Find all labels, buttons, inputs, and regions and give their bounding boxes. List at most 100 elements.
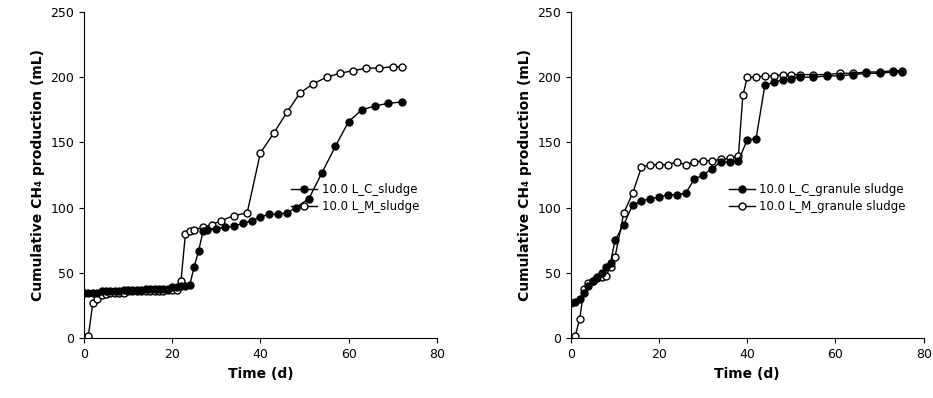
10.0 L_M_granule sludge bbox=[596, 275, 607, 279]
10.0 L_C_granule sludge bbox=[698, 173, 709, 178]
10.0 L_C_granule sludge bbox=[596, 271, 607, 275]
10.0 L_M_sludge bbox=[140, 289, 151, 294]
10.0 L_M_sludge bbox=[153, 289, 164, 294]
X-axis label: Time (d): Time (d) bbox=[715, 367, 780, 380]
10.0 L_M_sludge bbox=[145, 289, 156, 294]
10.0 L_C_sludge bbox=[281, 211, 292, 215]
10.0 L_C_granule sludge bbox=[592, 275, 603, 279]
10.0 L_C_sludge bbox=[180, 284, 191, 289]
10.0 L_C_granule sludge bbox=[605, 260, 616, 265]
10.0 L_M_sludge bbox=[162, 288, 174, 293]
10.0 L_M_sludge bbox=[101, 291, 112, 296]
10.0 L_C_granule sludge bbox=[887, 70, 898, 74]
10.0 L_C_sludge bbox=[104, 289, 116, 294]
10.0 L_C_sludge bbox=[229, 224, 240, 228]
10.0 L_C_granule sludge bbox=[732, 158, 744, 163]
10.0 L_C_sludge bbox=[87, 290, 98, 295]
10.0 L_M_granule sludge bbox=[777, 72, 788, 77]
10.0 L_C_sludge bbox=[91, 290, 103, 295]
10.0 L_M_granule sludge bbox=[645, 162, 656, 167]
10.0 L_C_sludge bbox=[255, 215, 266, 219]
10.0 L_M_sludge bbox=[135, 289, 146, 294]
10.0 L_M_sludge bbox=[122, 289, 133, 294]
Line: 10.0 L_M_granule sludge: 10.0 L_M_granule sludge bbox=[567, 67, 905, 342]
X-axis label: Time (d): Time (d) bbox=[228, 367, 293, 380]
10.0 L_C_granule sludge bbox=[795, 75, 806, 80]
10.0 L_M_granule sludge bbox=[653, 162, 664, 167]
10.0 L_M_sludge bbox=[255, 150, 266, 155]
10.0 L_C_sludge bbox=[96, 289, 107, 294]
10.0 L_C_granule sludge bbox=[574, 297, 585, 302]
10.0 L_C_granule sludge bbox=[635, 199, 647, 204]
10.0 L_C_granule sludge bbox=[565, 300, 577, 305]
10.0 L_M_granule sludge bbox=[768, 74, 779, 78]
10.0 L_C_granule sludge bbox=[847, 72, 858, 77]
10.0 L_C_granule sludge bbox=[689, 177, 700, 181]
10.0 L_C_granule sludge bbox=[570, 299, 581, 304]
10.0 L_C_sludge bbox=[175, 284, 187, 289]
10.0 L_M_sludge bbox=[109, 290, 120, 295]
10.0 L_M_granule sludge bbox=[786, 72, 797, 77]
10.0 L_M_sludge bbox=[308, 81, 319, 86]
10.0 L_M_granule sludge bbox=[587, 279, 598, 283]
10.0 L_C_granule sludge bbox=[808, 75, 819, 80]
10.0 L_M_granule sludge bbox=[861, 70, 872, 74]
10.0 L_C_granule sludge bbox=[680, 191, 691, 196]
10.0 L_C_sludge bbox=[237, 221, 248, 226]
10.0 L_M_sludge bbox=[78, 336, 90, 341]
10.0 L_M_granule sludge bbox=[680, 162, 691, 167]
10.0 L_M_sludge bbox=[184, 229, 195, 234]
10.0 L_C_granule sludge bbox=[706, 166, 717, 171]
10.0 L_C_sludge bbox=[246, 219, 258, 223]
10.0 L_C_granule sludge bbox=[601, 264, 612, 269]
10.0 L_M_granule sludge bbox=[795, 72, 806, 77]
10.0 L_C_sludge bbox=[184, 283, 195, 287]
10.0 L_M_granule sludge bbox=[732, 153, 744, 158]
10.0 L_C_sludge bbox=[202, 228, 213, 232]
10.0 L_M_sludge bbox=[175, 279, 187, 283]
10.0 L_C_sludge bbox=[153, 286, 164, 291]
Line: 10.0 L_M_sludge: 10.0 L_M_sludge bbox=[80, 63, 405, 342]
10.0 L_M_sludge bbox=[167, 288, 178, 293]
10.0 L_M_sludge bbox=[242, 211, 253, 215]
10.0 L_M_granule sludge bbox=[671, 160, 682, 164]
10.0 L_M_granule sludge bbox=[821, 72, 832, 77]
10.0 L_M_granule sludge bbox=[570, 333, 581, 338]
10.0 L_M_granule sludge bbox=[609, 255, 620, 260]
10.0 L_C_sludge bbox=[132, 288, 143, 293]
10.0 L_M_sludge bbox=[216, 219, 227, 223]
10.0 L_C_sludge bbox=[78, 290, 90, 295]
Y-axis label: Cumulative CH₄ production (mL): Cumulative CH₄ production (mL) bbox=[518, 49, 532, 301]
10.0 L_M_sludge bbox=[198, 225, 209, 230]
Legend: 10.0 L_C_granule sludge, 10.0 L_M_granule sludge: 10.0 L_C_granule sludge, 10.0 L_M_granul… bbox=[724, 178, 911, 218]
10.0 L_M_granule sludge bbox=[716, 157, 727, 162]
10.0 L_C_granule sludge bbox=[724, 160, 735, 164]
10.0 L_M_sludge bbox=[180, 232, 191, 236]
10.0 L_C_sludge bbox=[158, 286, 169, 291]
10.0 L_C_granule sludge bbox=[834, 74, 845, 78]
10.0 L_M_sludge bbox=[229, 213, 240, 218]
10.0 L_C_sludge bbox=[145, 286, 156, 291]
10.0 L_C_sludge bbox=[122, 288, 133, 293]
10.0 L_C_granule sludge bbox=[578, 290, 590, 295]
10.0 L_M_sludge bbox=[96, 293, 107, 298]
10.0 L_M_granule sludge bbox=[578, 286, 590, 291]
10.0 L_C_granule sludge bbox=[587, 279, 598, 283]
10.0 L_C_granule sludge bbox=[653, 195, 664, 200]
10.0 L_M_granule sludge bbox=[808, 72, 819, 77]
10.0 L_M_sludge bbox=[334, 71, 345, 76]
10.0 L_M_sludge bbox=[361, 66, 372, 70]
10.0 L_C_sludge bbox=[101, 289, 112, 294]
10.0 L_M_sludge bbox=[321, 75, 332, 80]
10.0 L_C_sludge bbox=[316, 170, 327, 175]
10.0 L_C_granule sludge bbox=[786, 76, 797, 81]
10.0 L_M_granule sludge bbox=[834, 71, 845, 76]
10.0 L_C_sludge bbox=[396, 100, 407, 104]
10.0 L_M_sludge bbox=[171, 288, 182, 293]
10.0 L_M_granule sludge bbox=[583, 281, 594, 286]
10.0 L_C_sludge bbox=[127, 288, 138, 293]
10.0 L_C_sludge bbox=[193, 248, 204, 253]
10.0 L_M_granule sludge bbox=[601, 273, 612, 278]
10.0 L_M_sludge bbox=[268, 131, 279, 136]
10.0 L_C_sludge bbox=[109, 289, 120, 294]
